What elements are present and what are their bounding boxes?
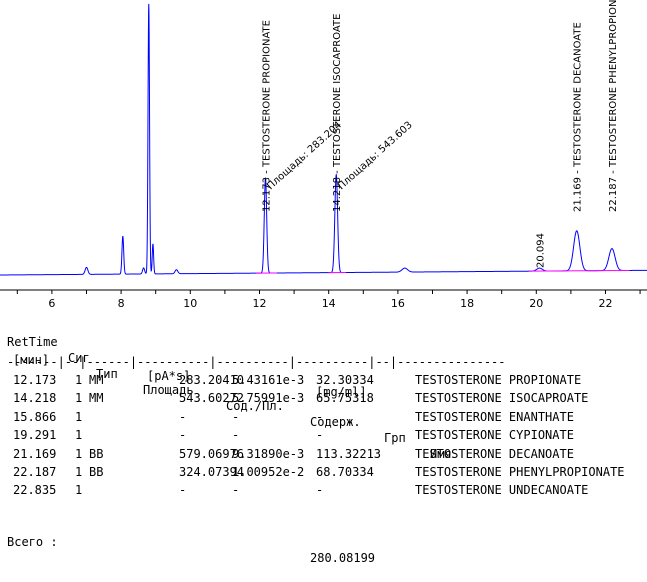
cell-amount: 113.32213 <box>316 446 381 462</box>
cell-type: BB <box>89 446 103 462</box>
x-tick-label: 8 <box>118 297 125 310</box>
cell-sig: 1 <box>75 446 82 462</box>
peak-labels: 12.173 - TESTOSTERONE PROPIONATEПлощадь:… <box>261 0 618 268</box>
cell-ratio: 5.75991e-3 <box>232 390 304 406</box>
cell-ratio: - <box>232 409 239 425</box>
cell-name: TESTOSTERONE ISOCAPROATE <box>415 390 588 406</box>
cell-rt: 14.218 <box>13 390 56 406</box>
report-units-row: [мин] [pA*s] [mg/ml] <box>0 336 29 352</box>
cell-type: MM <box>89 390 103 406</box>
cell-rt: 22.187 <box>13 464 56 480</box>
report-total-row: Всего : 280.08199 <box>0 518 29 534</box>
cell-rt: 15.866 <box>13 409 56 425</box>
chromatogram-chart: 12.173 - TESTOSTERONE PROPIONATEПлощадь:… <box>0 0 647 310</box>
cell-amount: 65.75318 <box>316 390 374 406</box>
cell-name: TESTOSTERONE PROPIONATE <box>415 372 581 388</box>
cell-sig: 1 <box>75 464 82 480</box>
cell-rt: 21.169 <box>13 446 56 462</box>
x-tick-label: 22 <box>598 297 612 310</box>
report-header-row: RetTime Сиг Тип Площадь Сод./Пл. Содерж.… <box>0 318 29 334</box>
cell-ratio: 1.00952e-2 <box>232 464 304 480</box>
cell-sig: 1 <box>75 482 82 498</box>
peak-label-3: 21.169 - TESTOSTERONE DECANOATE <box>573 22 584 212</box>
cell-type: MM <box>89 372 103 388</box>
cell-rt: 12.173 <box>13 372 56 388</box>
cell-sig: 1 <box>75 372 82 388</box>
cell-name: TESTOSTERONE ENANTHATE <box>415 409 574 425</box>
peak-area-label-1: Площадь: 543.603 <box>336 120 415 193</box>
integration-baseline-2 <box>529 271 602 272</box>
x-tick-label: 16 <box>391 297 405 310</box>
cell-name: TESTOSTERONE UNDECANOATE <box>415 482 588 498</box>
cell-ratio: 5.43161e-3 <box>232 372 304 388</box>
cell-area: - <box>179 482 186 498</box>
cell-sig: 1 <box>75 427 82 443</box>
x-tick-label: 6 <box>48 297 55 310</box>
x-tick-label: 18 <box>460 297 474 310</box>
x-tick-label: 10 <box>183 297 197 310</box>
cell-amount: - <box>316 482 323 498</box>
x-tick-label: 20 <box>529 297 543 310</box>
cell-name: TESTOSTERONE CYPIONATE <box>415 427 574 443</box>
header-group: Грп <box>384 430 406 446</box>
cell-name: TESTOSTERONE DECANOATE <box>415 446 574 462</box>
peak-label-2: 20.094 <box>536 233 547 268</box>
cell-rt: 19.291 <box>13 427 56 443</box>
cell-ratio: - <box>232 427 239 443</box>
cell-area: - <box>179 409 186 425</box>
total-value: 280.08199 <box>310 550 375 566</box>
x-tick-label: 12 <box>252 297 266 310</box>
cell-sig: 1 <box>75 409 82 425</box>
peak-label-4: 22.187 - TESTOSTERONE PHENYLPROPIONATE <box>608 0 619 212</box>
cell-area: - <box>179 427 186 443</box>
cell-amount: - <box>316 409 323 425</box>
cell-name: TESTOSTERONE PHENYLPROPIONATE <box>415 464 625 480</box>
cell-sig: 1 <box>75 390 82 406</box>
cell-rt: 22.835 <box>13 482 56 498</box>
x-axis: 6 8 10 12 14 16 18 20 22 <box>0 290 647 310</box>
cell-amount: 32.30334 <box>316 372 374 388</box>
integration-report: RetTime Сиг Тип Площадь Сод./Пл. Содерж.… <box>0 314 647 572</box>
cell-type: BB <box>89 464 103 480</box>
report-separator: -------|--|------|----------|----------|… <box>7 354 506 370</box>
cell-amount: 68.70334 <box>316 464 374 480</box>
cell-amount: - <box>316 427 323 443</box>
cell-ratio: - <box>232 482 239 498</box>
total-label: Всего : <box>7 534 58 550</box>
cell-ratio: 9.31890e-3 <box>232 446 304 462</box>
x-tick-label: 14 <box>322 297 336 310</box>
